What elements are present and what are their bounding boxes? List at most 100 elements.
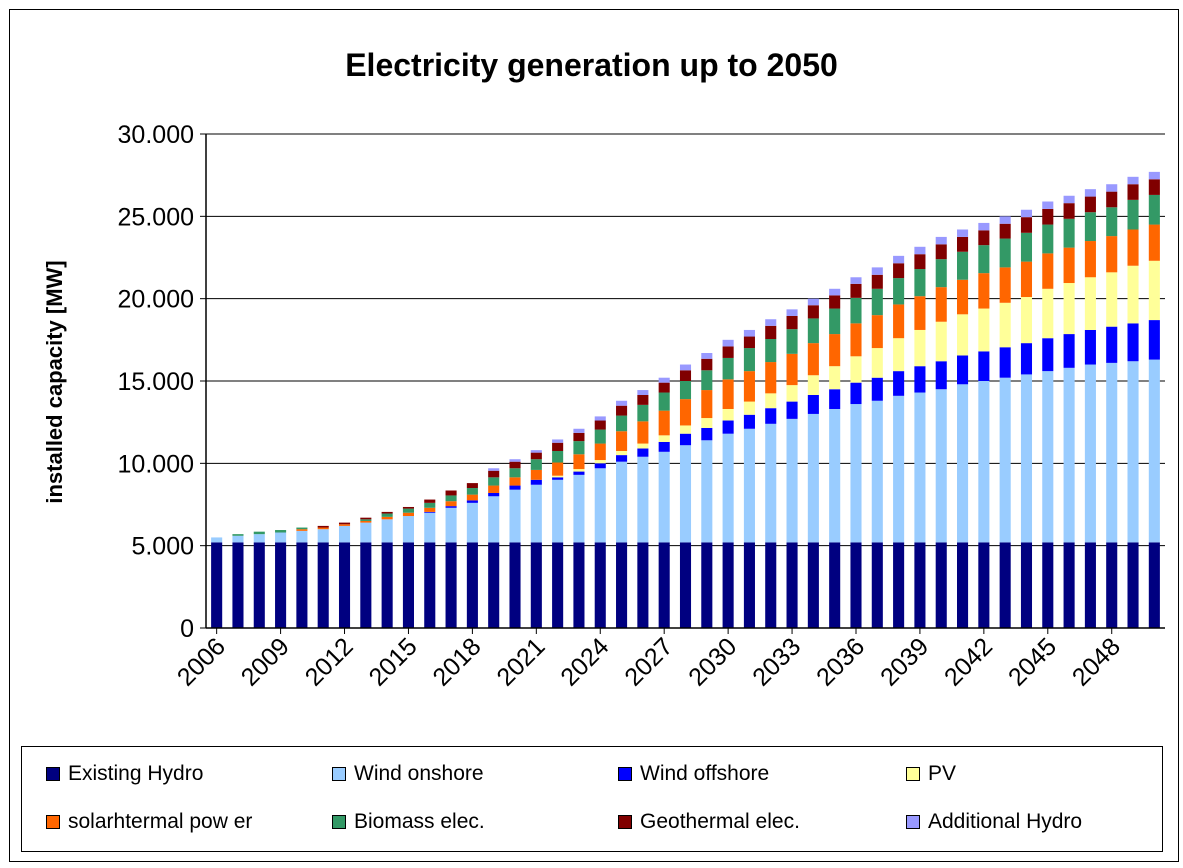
legend-item: PV: [906, 762, 956, 786]
bar-segment: [765, 393, 777, 409]
bar-segment: [296, 530, 308, 543]
bar-segment: [317, 527, 329, 530]
bar-segment: [552, 450, 564, 463]
bar-segment: [935, 321, 947, 362]
bar-segment: [637, 404, 649, 422]
bar-segment: [594, 468, 606, 543]
bar-segment: [658, 542, 670, 628]
bar-segment: [594, 542, 606, 628]
bar-segment: [445, 507, 457, 543]
bar-segment: [402, 512, 414, 517]
legend-label: Geothermal elec.: [640, 810, 800, 833]
bar-segment: [637, 542, 649, 628]
bar-segment: [253, 534, 265, 543]
bar-segment: [722, 420, 734, 434]
bar-segment: [1084, 329, 1096, 365]
bar-segment: [1084, 241, 1096, 278]
bar-segment: [530, 479, 542, 485]
bar-segment: [509, 485, 521, 490]
bar-segment: [978, 245, 990, 274]
bar-segment: [957, 279, 969, 315]
bar-segment: [850, 542, 862, 628]
bar-segment: [999, 223, 1011, 239]
bar-segment: [1084, 277, 1096, 330]
bar-segment: [1084, 189, 1096, 197]
bar-segment: [1084, 196, 1096, 213]
bar-segment: [765, 325, 777, 340]
bar-segment: [935, 542, 947, 628]
bar-segment: [658, 382, 670, 393]
bar-segment: [807, 343, 819, 376]
bar-segment: [786, 309, 798, 316]
legend-item: Wind offshore: [618, 762, 769, 786]
bar-segment: [594, 463, 606, 469]
bar-segment: [1084, 364, 1096, 543]
bar-segment: [871, 377, 883, 401]
bar-segment: [594, 460, 606, 464]
bar-segment: [552, 475, 564, 478]
bar-segment: [488, 542, 500, 628]
bar-segment: [402, 508, 414, 513]
bar-segment: [573, 542, 585, 628]
bar-segment: [893, 395, 905, 543]
bar-segment: [999, 377, 1011, 543]
bar-segment: [722, 357, 734, 380]
bar-segment: [893, 255, 905, 264]
bar-segment: [829, 389, 841, 409]
x-tick-labels: 2006 2009 2012 2015 2018 2021 2024 2027 2030 2033…: [172, 632, 1126, 691]
bar-segment: [978, 381, 990, 543]
bar-segment: [1148, 194, 1160, 225]
bar-segment: [573, 469, 585, 472]
legend-swatch: [618, 815, 632, 829]
bar-segment: [1042, 224, 1054, 254]
bar-segment: [232, 542, 244, 628]
bar-segment: [1042, 288, 1054, 339]
bar-segment: [1020, 217, 1033, 233]
bar-segment: [893, 542, 905, 628]
bar-segment: [786, 542, 798, 628]
bar-segment: [999, 216, 1011, 224]
y-tick-label: 25.000: [118, 203, 194, 231]
bar-segment: [679, 399, 692, 426]
bar-segment: [679, 445, 692, 543]
bar-segment: [637, 443, 649, 449]
bar-segment: [1106, 191, 1118, 208]
bar-segment: [957, 314, 969, 356]
bar-segment: [765, 362, 777, 394]
bar-segment: [871, 267, 883, 275]
bar-segment: [296, 527, 308, 530]
bar-segment: [1148, 320, 1160, 360]
bar-segment: [317, 525, 329, 528]
bar-segment: [1106, 236, 1118, 273]
bar-segment: [1106, 184, 1118, 192]
bar-segment: [957, 542, 969, 628]
legend-label: Additional Hydro: [928, 810, 1083, 833]
bar-segment: [1127, 361, 1139, 543]
bar-segment: [232, 535, 244, 543]
bar-segment: [381, 513, 393, 517]
bar-segment: [338, 522, 351, 525]
bar-segment: [935, 236, 947, 245]
y-tick-label: 5.000: [131, 533, 194, 561]
bar-segment: [381, 511, 393, 514]
bar-segment: [914, 246, 926, 255]
bar-segment: [786, 401, 798, 419]
bar-segment: [999, 347, 1011, 378]
bar-segment: [594, 416, 606, 421]
bar-segment: [466, 494, 478, 501]
bar-segment: [338, 524, 351, 526]
bar-segment: [978, 308, 990, 352]
bar-segment: [743, 401, 755, 415]
bar-segment: [914, 542, 926, 628]
bar-segment: [765, 319, 777, 326]
bar-segment: [807, 298, 819, 306]
bar-segment: [743, 428, 755, 543]
bar-segment: [999, 267, 1011, 303]
bar-segment: [360, 520, 372, 523]
bar-segment: [616, 542, 628, 628]
bar-segment: [1020, 209, 1033, 218]
bar-segment: [1020, 343, 1033, 375]
bar-segment: [1127, 323, 1139, 362]
bar-segment: [296, 542, 308, 628]
bar-segment: [424, 499, 436, 503]
